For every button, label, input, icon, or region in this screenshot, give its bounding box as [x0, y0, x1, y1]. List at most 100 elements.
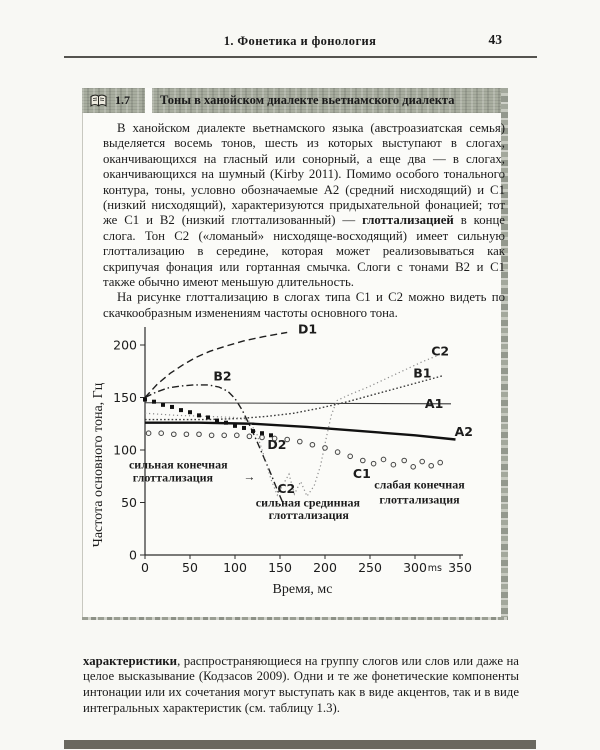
paragraph-1: В ханойском диалекте вьетнамского языка …	[103, 121, 505, 290]
series-C1-marker	[401, 457, 408, 464]
series-A1-line	[144, 402, 452, 405]
chart-annotation: слабая конечная	[374, 478, 465, 492]
series-C1-marker	[410, 464, 417, 470]
y-tick-label: 50	[121, 495, 137, 510]
x-tick-label: 0	[141, 560, 149, 575]
x-tick-label: 150	[268, 560, 292, 575]
chart-annotation: глоттализация	[379, 492, 460, 506]
series-D2-marker	[161, 402, 165, 407]
x-tick-label: 50	[182, 560, 198, 575]
series-C1-marker	[145, 430, 152, 436]
series-C1-marker	[309, 441, 316, 448]
footer-paragraph-text: характеристики, распространяющиеся на гр…	[83, 654, 519, 716]
series-D2-marker	[251, 429, 255, 434]
box-left-border	[82, 113, 83, 617]
series-C1-marker	[380, 456, 387, 463]
series-C1-marker	[246, 433, 253, 440]
series-D2-marker	[269, 433, 273, 438]
series-C1-marker	[419, 458, 426, 465]
series-C1-label: C1	[353, 466, 371, 481]
x-axis-title: Время, мс	[273, 582, 333, 597]
chart-annotation: сильная конечная	[129, 458, 228, 472]
series-C1-marker	[221, 432, 227, 439]
x-unit-label: ms	[428, 563, 442, 574]
section-header-bar: Тоны в ханойском диалекте вьетнамского д…	[152, 88, 508, 113]
section-number: 1.7	[115, 93, 130, 107]
x-tick-label: 300	[403, 560, 427, 575]
series-D1-label: D1	[298, 321, 317, 336]
bold-term: характеристики	[83, 653, 178, 668]
bold-term: глоттализацией	[362, 213, 454, 228]
series-C1-marker	[437, 459, 444, 466]
y-tick-label: 100	[113, 443, 137, 458]
series-C1-marker	[284, 436, 290, 443]
series-D2-marker	[260, 431, 264, 436]
chart-annotation: сильная срединная	[256, 496, 361, 510]
series-C1-marker	[196, 431, 202, 438]
tone-chart: 0 50 100 150 200 0 50 100 150 200 250 300 350 ms Время…	[88, 315, 508, 607]
series-C2-label: C2	[431, 343, 449, 358]
box-bottom-border	[82, 617, 508, 620]
section-title: Тоны в ханойском диалекте вьетнамского д…	[160, 93, 455, 107]
chart-annotation: глоттализация	[133, 470, 214, 484]
series-D2-marker	[215, 418, 219, 423]
x-tick-label: 100	[223, 560, 247, 575]
x-tick-label: 250	[358, 560, 382, 575]
text-run: в конце слога. Тон С2 («ломаный» нисходя…	[103, 213, 505, 290]
text-run: На рисунке глоттализацию в слогах типа С…	[103, 290, 505, 320]
section-header-left: 1.7	[82, 88, 145, 113]
scan-edge	[64, 740, 536, 749]
series-D1-line	[144, 331, 288, 398]
page-number: 43	[488, 32, 503, 47]
series-D2-marker	[224, 420, 228, 425]
series-C1-marker	[158, 430, 164, 436]
x-tick-label: 350	[448, 560, 472, 575]
y-tick-label: 0	[129, 548, 137, 563]
series-B2-label: B2	[213, 369, 231, 384]
section-body-text: В ханойском диалекте вьетнамского языка …	[103, 121, 505, 321]
series-D2-marker	[206, 415, 210, 420]
running-head: 1. Фонетика и фонология	[223, 34, 377, 48]
series-C1-marker	[259, 434, 265, 441]
series-B2-line	[144, 384, 284, 503]
series-A2-line	[145, 421, 456, 441]
series-C1-marker	[390, 461, 397, 468]
chart-annotation: C2	[277, 481, 295, 496]
series-B1-line	[145, 374, 444, 421]
series-C1-marker	[297, 438, 303, 445]
series-D2-marker	[197, 413, 201, 418]
series-D2-marker	[188, 410, 192, 415]
series-D2-marker	[179, 408, 183, 413]
series-C1-marker	[208, 432, 215, 439]
series-C1-marker	[171, 431, 177, 438]
series-D2-label: D2	[267, 437, 286, 452]
series-D2-marker	[152, 399, 156, 404]
series-B1-label: B1	[413, 365, 431, 380]
footer-paragraph: характеристики, распространяющиеся на гр…	[83, 641, 519, 729]
header-rule	[64, 56, 537, 58]
series-C1-marker	[322, 445, 328, 451]
series-A1-label: A1	[425, 396, 443, 411]
series-C1-marker	[370, 460, 377, 467]
series-C1-marker	[347, 453, 354, 460]
tone-chart-svg: 0 50 100 150 200 0 50 100 150 200 250 300 350 ms Время…	[91, 321, 473, 597]
chart-annotation: глоттализация	[269, 508, 350, 522]
series-D2-marker	[170, 404, 174, 409]
series-D2-marker	[143, 397, 147, 402]
series-D2-marker	[242, 425, 246, 430]
series-C1-marker	[360, 457, 366, 464]
series-C1-marker	[334, 449, 341, 455]
series-C1-marker	[234, 432, 240, 439]
section-box: 1.7 Тоны в ханойском диалекте вьетнамско…	[82, 88, 508, 620]
y-tick-label: 200	[113, 338, 137, 353]
series-C1-marker	[183, 431, 190, 438]
box-right-border	[501, 88, 508, 620]
book-icon	[90, 94, 107, 107]
y-axis-title: Частота основного тона, Гц	[91, 382, 106, 547]
series-C1-marker	[271, 435, 278, 442]
series-C1-marker	[428, 462, 435, 469]
x-tick-label: 200	[313, 560, 337, 575]
series-D2-marker	[233, 423, 237, 428]
paragraph-2: На рисунке глоттализацию в слогах типа С…	[103, 290, 505, 321]
